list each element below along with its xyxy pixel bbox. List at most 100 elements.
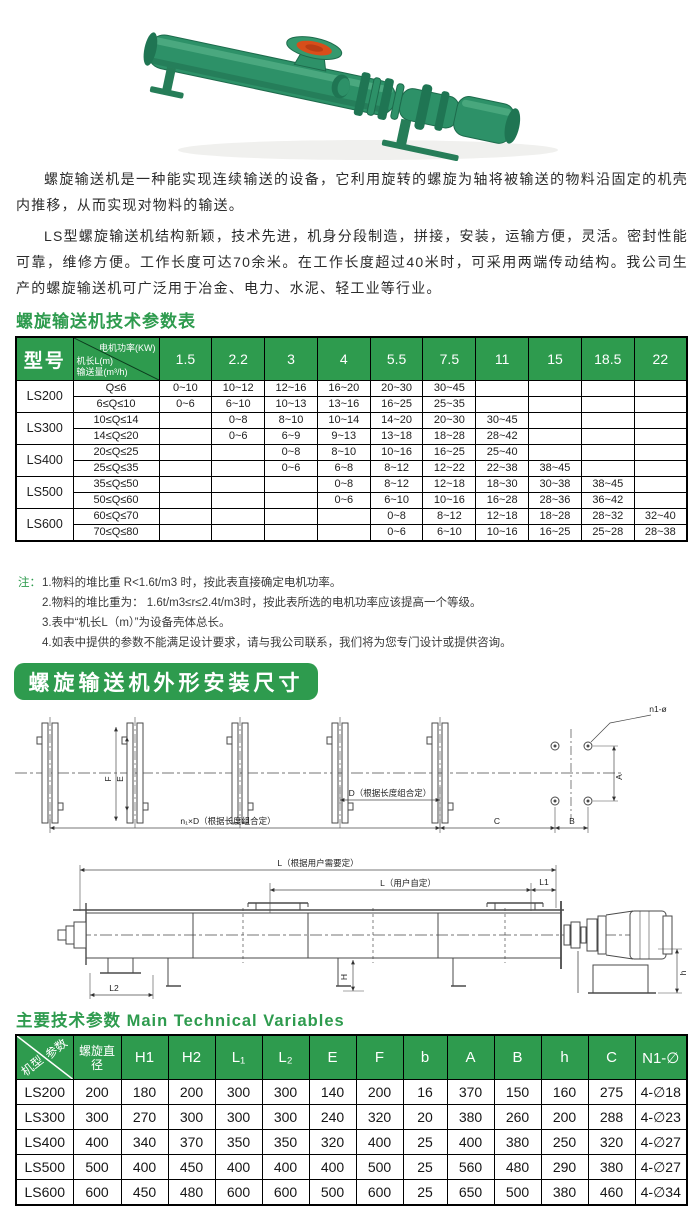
t2-value: 600 xyxy=(261,1179,310,1206)
t2-value: 4-∅23 xyxy=(634,1104,688,1130)
t1-model-cell: LS300 xyxy=(15,412,74,445)
screw-conveyor-photo xyxy=(143,32,558,162)
t1-power-col: 18.5 xyxy=(580,336,635,381)
t2-value: 380 xyxy=(446,1104,495,1130)
t1-value xyxy=(211,476,266,493)
t1-data-row: 6≤Q≤10 0~6 6~10 10~13 13~16 16~25 25~35 xyxy=(16,396,688,413)
t1-value: 6~8 xyxy=(316,460,371,477)
t1-capacity-range: 35≤Q≤50 xyxy=(72,476,160,493)
note-item: 1.物料的堆比重 R<1.6t/m3 时，按此表直接确定电机功率。 xyxy=(42,577,342,589)
intro-text: 螺旋输送机是一种能实现连续输送的设备，它利用旋转的螺旋为轴将被输送的物料沿固定的… xyxy=(16,166,688,306)
t1-value: 28~38 xyxy=(633,524,688,542)
photo-shadow xyxy=(178,140,558,160)
t1-value: 16~25 xyxy=(369,396,424,413)
t1-value xyxy=(316,524,371,542)
t2-col-header: H2 xyxy=(167,1034,216,1080)
t1-value xyxy=(633,396,688,413)
t2-value: 300 xyxy=(214,1104,263,1130)
t1-power-col: 3 xyxy=(264,336,318,381)
t1-value: 30~38 xyxy=(528,476,582,493)
t2-value: 500 xyxy=(493,1179,542,1206)
t2-value: 300 xyxy=(214,1079,263,1105)
note-item: 4.如表中提供的参数不能满足设计要求，请与我公司联系，我们将为您专门设计或提供咨… xyxy=(42,637,512,649)
t1-value xyxy=(211,492,266,509)
dim-F: F xyxy=(103,776,113,781)
t1-value: 9~13 xyxy=(316,428,371,445)
t1-value xyxy=(158,460,213,477)
t2-col-header: A xyxy=(446,1034,495,1080)
tech-table-title: 螺旋输送机技术参数表 xyxy=(16,312,196,331)
t1-value xyxy=(158,412,213,429)
t2-col-header: E xyxy=(308,1034,357,1080)
t2-value: 288 xyxy=(587,1104,636,1130)
t2-value: 480 xyxy=(493,1154,542,1180)
t1-value xyxy=(528,412,582,429)
t2-model-cell: LS300 xyxy=(15,1104,74,1130)
t1-value xyxy=(580,412,635,429)
dim-L1: L1 xyxy=(539,877,549,887)
t1-value xyxy=(633,412,688,429)
t1-value: 18~28 xyxy=(422,428,477,445)
t2-value: 500 xyxy=(308,1179,357,1206)
plan-labels: F E D（根据长度组合定） n₁×D（根据长度组合定） C B A n1-ø xyxy=(103,704,667,826)
t2-col-header: 螺旋直径 xyxy=(72,1034,122,1080)
t1-value: 8~10 xyxy=(316,444,371,461)
t1-value xyxy=(580,444,635,461)
t1-capacity-range: 14≤Q≤20 xyxy=(72,428,160,445)
t2-value: 350 xyxy=(261,1129,310,1155)
t1-corner-length-label: 机长L(m) xyxy=(76,356,114,366)
t1-value: 12~16 xyxy=(264,380,318,397)
dim-L-top: L（根据用户需要定） xyxy=(277,858,358,868)
t1-value xyxy=(528,396,582,413)
t1-value: 25~28 xyxy=(580,524,635,542)
t2-value: 4-∅18 xyxy=(634,1079,688,1105)
t1-value: 20~30 xyxy=(369,380,424,397)
t1-model-cell: LS400 xyxy=(15,444,74,477)
t1-value: 28~36 xyxy=(528,492,582,509)
t2-value: 25 xyxy=(402,1179,448,1206)
dim-nd: n₁×D（根据长度组合定） xyxy=(180,816,275,826)
t1-value: 12~18 xyxy=(422,476,477,493)
t1-capacity-range: 20≤Q≤25 xyxy=(72,444,160,461)
t2-value: 320 xyxy=(308,1129,357,1155)
dim-H: H xyxy=(339,974,349,980)
t1-corner-capacity-label: 输送量(m³/h) xyxy=(76,367,128,377)
t2-value: 300 xyxy=(167,1104,216,1130)
t2-col-header: h xyxy=(540,1034,589,1080)
installation-plan-drawing: F E D（根据长度组合定） n₁×D（根据长度组合定） C B A n1-ø xyxy=(15,704,667,833)
t1-value xyxy=(158,444,213,461)
t2-value: 200 xyxy=(167,1079,216,1105)
t1-value: 13~18 xyxy=(369,428,424,445)
t1-power-col: 22 xyxy=(633,336,688,381)
t2-value: 400 xyxy=(214,1154,263,1180)
t2-col-header: B xyxy=(493,1034,542,1080)
t1-value: 0~6 xyxy=(158,396,213,413)
t2-corner-cell: 参数 机型 xyxy=(15,1034,74,1080)
t2-data-row: LS300 300 270 300 300 300 240 320 20 380… xyxy=(15,1104,688,1130)
note-item: 3.表中“机长L（m）”为设备壳体总长。 xyxy=(42,617,231,629)
side-elevation-drawing: L（根据用户需要定） L（用户自定） L1 L2 H h xyxy=(57,858,688,999)
t2-value: 380 xyxy=(540,1179,589,1206)
t2-value: 350 xyxy=(214,1129,263,1155)
t1-value: 38~45 xyxy=(528,460,582,477)
t1-value xyxy=(158,428,213,445)
t2-value: 240 xyxy=(308,1104,357,1130)
t1-capacity-range: 50≤Q≤60 xyxy=(72,492,160,509)
t2-data-row: LS400 400 340 370 350 350 320 400 25 400… xyxy=(15,1129,688,1155)
t1-value xyxy=(528,428,582,445)
t1-value xyxy=(316,508,371,525)
t1-value: 16~28 xyxy=(475,492,530,509)
t2-model-cell: LS200 xyxy=(15,1079,74,1105)
dim-n1: n1-ø xyxy=(649,704,666,714)
t1-capacity-range: 60≤Q≤70 xyxy=(72,508,160,525)
t1-value xyxy=(475,396,530,413)
t2-data-row: LS500 500 400 450 400 400 400 500 25 560… xyxy=(15,1154,688,1180)
t1-value: 22~38 xyxy=(475,460,530,477)
elevation-geometry xyxy=(57,865,682,999)
t2-col-header: N1-∅ xyxy=(634,1034,688,1080)
t1-model-cell: LS500 xyxy=(15,476,74,509)
t2-col-header: b xyxy=(402,1034,448,1080)
t1-value: 32~40 xyxy=(633,508,688,525)
t1-capacity-range: Q≤6 xyxy=(72,380,160,397)
t1-data-row: LS600 60≤Q≤70 0~8 8~12 12~18 18~28 28~32… xyxy=(15,508,688,542)
